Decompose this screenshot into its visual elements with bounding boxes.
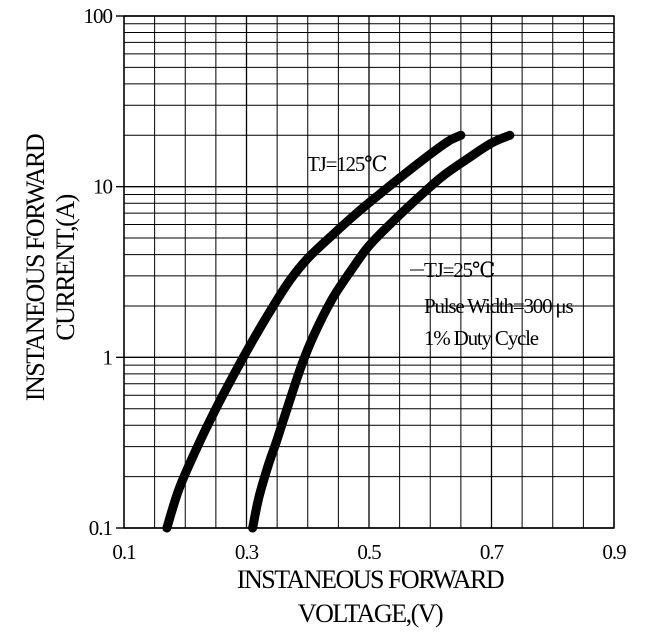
x-tick-label: 0.9	[602, 540, 626, 564]
y-tick-label: 1	[103, 345, 113, 369]
annotation-pulse-width: Pulse Width=300 μs	[424, 294, 573, 318]
y-axis-title-line2: CURRENT,(A)	[51, 194, 80, 340]
chart-curves	[162, 130, 515, 533]
x-tick-label: 0.5	[357, 540, 381, 564]
y-tick-label: 0.1	[89, 516, 113, 540]
x-tick-label: 0.3	[235, 540, 259, 564]
annotation-tj-25: TJ=25℃	[424, 258, 495, 282]
annotation-duty-cycle: 1% Duty Cycle	[424, 326, 539, 350]
chart-grid	[116, 15, 615, 529]
series-line-tj-125	[162, 130, 466, 533]
plot-frame	[123, 15, 615, 529]
y-tick-label: 100	[84, 4, 113, 28]
x-axis-title-line2: VOLTAGE,(V)	[298, 599, 443, 628]
x-tick-label: 0.1	[112, 540, 136, 564]
y-tick-label: 10	[93, 175, 113, 199]
x-axis-title-line1: INSTANEOUS FORWARD	[237, 565, 504, 594]
x-tick-label: 0.7	[480, 540, 504, 564]
chart-tick-labels: 0.1 0.3 0.5 0.7 0.9 0.1 1 10 100	[84, 4, 628, 564]
annotation-tj-125: TJ=125℃	[307, 152, 387, 176]
series-line-tj-25	[248, 130, 515, 533]
y-axis-title-line1: INSTANEOUS FORWARD	[21, 134, 50, 401]
y-axis-title: INSTANEOUS FORWARD CURRENT,(A)	[21, 134, 80, 401]
